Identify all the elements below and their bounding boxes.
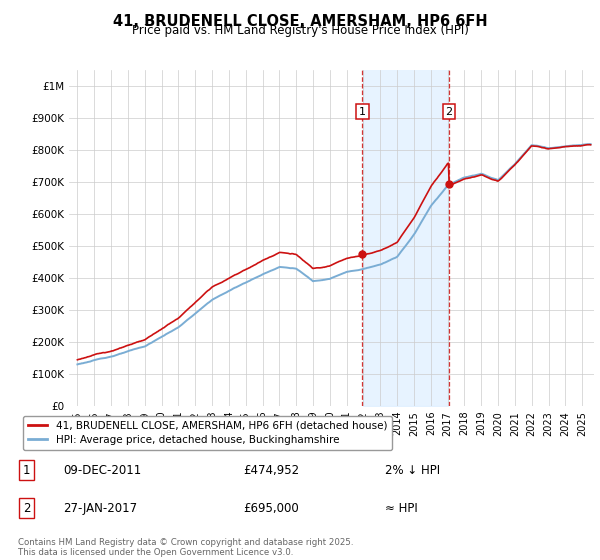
Text: Contains HM Land Registry data © Crown copyright and database right 2025.
This d: Contains HM Land Registry data © Crown c… <box>18 538 353 557</box>
Text: 2: 2 <box>23 502 30 515</box>
Text: 41, BRUDENELL CLOSE, AMERSHAM, HP6 6FH: 41, BRUDENELL CLOSE, AMERSHAM, HP6 6FH <box>113 14 487 29</box>
Text: 09-DEC-2011: 09-DEC-2011 <box>63 464 142 477</box>
Text: £695,000: £695,000 <box>244 502 299 515</box>
Legend: 41, BRUDENELL CLOSE, AMERSHAM, HP6 6FH (detached house), HPI: Average price, det: 41, BRUDENELL CLOSE, AMERSHAM, HP6 6FH (… <box>23 416 392 450</box>
Text: £474,952: £474,952 <box>244 464 300 477</box>
Text: 27-JAN-2017: 27-JAN-2017 <box>63 502 137 515</box>
Text: 1: 1 <box>359 106 366 116</box>
Text: 2: 2 <box>445 106 452 116</box>
Text: 2% ↓ HPI: 2% ↓ HPI <box>385 464 440 477</box>
Text: Price paid vs. HM Land Registry's House Price Index (HPI): Price paid vs. HM Land Registry's House … <box>131 24 469 37</box>
Text: 1: 1 <box>23 464 30 477</box>
Text: ≈ HPI: ≈ HPI <box>385 502 418 515</box>
